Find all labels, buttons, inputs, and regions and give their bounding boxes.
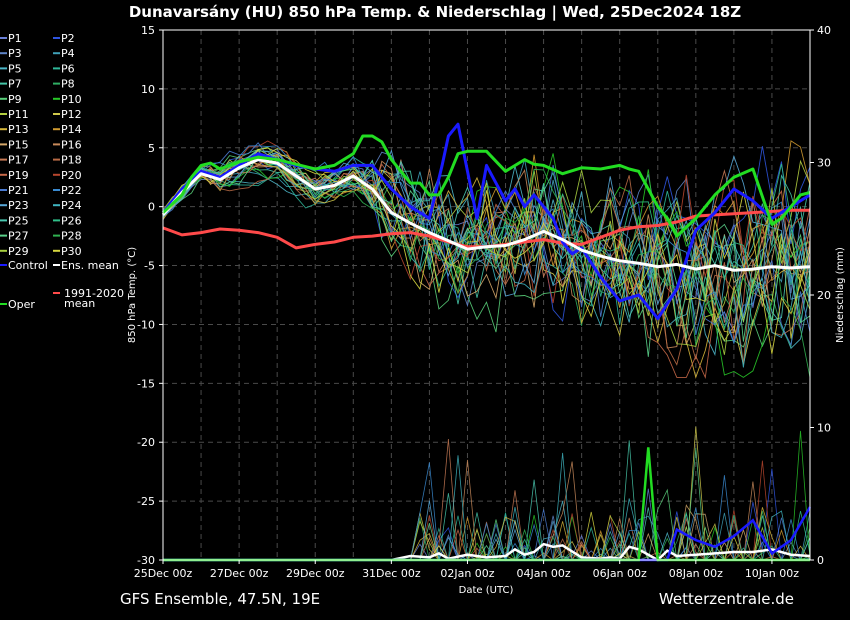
y-tick-label: 5	[148, 142, 155, 155]
y-tick-label: 10	[141, 83, 155, 96]
member-line-p29	[162, 149, 811, 355]
member-precip-p17	[163, 438, 810, 561]
legend-label: P21	[8, 184, 29, 197]
y2-axis-ticks: 40 30 20 10 0	[810, 24, 831, 567]
member-line-p22	[162, 145, 811, 345]
y-tick-label: -10	[137, 318, 155, 331]
y-tick-label: -20	[137, 436, 155, 449]
legend-label: P8	[61, 78, 75, 91]
x-tick-label: 27Dec 00z	[210, 567, 269, 580]
x-axis-ticks: 25Dec 00z 27Dec 00z 29Dec 00z 31Dec 00z 02Ja…	[134, 560, 799, 580]
series-ens-mean	[161, 158, 811, 272]
legend-label: P30	[61, 245, 82, 258]
legend-label: P27	[8, 230, 29, 243]
member-line-p28	[162, 155, 811, 378]
y-tick-label: 0	[148, 201, 155, 214]
legend-label: P26	[61, 214, 82, 227]
member-precip-p7	[163, 440, 810, 561]
precip-ens-mean-line	[163, 542, 811, 562]
legend-label: P17	[8, 154, 29, 167]
main-series	[161, 122, 812, 562]
y-tick-label: -15	[137, 377, 155, 390]
member-line-p11	[162, 148, 811, 324]
y-axis-ticks: 15 10 5 0 -5 -10 -15 -20 -25 -30	[137, 24, 163, 567]
y-tick-label: -25	[137, 495, 155, 508]
legend-label: P1	[8, 32, 22, 45]
member-line-p7	[162, 159, 811, 322]
legend-label: P15	[8, 138, 29, 151]
legend-label: P2	[61, 32, 75, 45]
legend-label: Ens. mean	[61, 259, 119, 272]
y2-tick-label: 20	[817, 289, 831, 302]
x-tick-label: 04Jan 00z	[516, 567, 570, 580]
x-tick-label: 31Dec 00z	[362, 567, 421, 580]
legend-label: P12	[61, 108, 82, 121]
x-tick-label: 29Dec 00z	[286, 567, 345, 580]
legend-label: 1991-2020	[64, 287, 124, 300]
y2-axis-label: Niederschlag (mm)	[835, 247, 846, 343]
precip-oper-line	[163, 447, 810, 562]
legend-label: P20	[61, 169, 82, 182]
plot-frame	[162, 29, 811, 561]
legend-label: P28	[61, 230, 82, 243]
x-tick-label: 06Jan 00z	[593, 567, 647, 580]
member-precip-p27	[163, 448, 811, 562]
x-axis-label: Date (UTC)	[459, 585, 514, 596]
legend-label: P4	[61, 47, 75, 60]
member-line-p4	[162, 159, 811, 298]
member-precip-p24	[163, 452, 810, 562]
member-line-p25	[162, 150, 811, 323]
y-tick-label: -5	[144, 260, 155, 273]
legend-label: Oper	[8, 298, 35, 311]
legend-label: P3	[8, 47, 22, 60]
member-line-p2	[162, 146, 811, 323]
y2-tick-label: 0	[817, 554, 824, 567]
grid	[163, 29, 810, 561]
legend-label: P14	[61, 123, 82, 136]
y2-tick-label: 40	[817, 24, 831, 37]
legend-label: P18	[61, 154, 82, 167]
legend-label: P6	[61, 62, 75, 75]
footer-brand: Wetterzentrale.de	[659, 590, 794, 608]
legend-label: P29	[8, 245, 29, 258]
y-axis-label: 850 hPa Temp. (°C)	[127, 247, 138, 343]
legend-label: Control	[8, 259, 48, 272]
legend-label: P10	[61, 93, 82, 106]
legend-label: P23	[8, 199, 29, 212]
legend-label: P13	[8, 123, 29, 136]
legend-label: P11	[8, 108, 29, 121]
y2-tick-label: 10	[817, 422, 831, 435]
legend-label: P19	[8, 169, 29, 182]
y2-tick-label: 30	[817, 157, 831, 170]
x-tick-label: 02Jan 00z	[440, 567, 494, 580]
x-tick-label: 08Jan 00z	[669, 567, 723, 580]
x-tick-label: 10Jan 00z	[745, 567, 799, 580]
legend-label: P9	[8, 93, 22, 106]
member-line-p26	[162, 155, 811, 327]
member-line-p5	[162, 165, 811, 357]
legend-label: P25	[8, 214, 29, 227]
y-tick-label: 15	[141, 24, 155, 37]
member-line-p30	[162, 147, 811, 354]
x-tick-label: 25Dec 00z	[134, 567, 193, 580]
y-tick-label: -30	[137, 554, 155, 567]
legend-label: P16	[61, 138, 82, 151]
member-precip-p10	[163, 430, 811, 561]
legend-label: P24	[61, 199, 82, 212]
ensemble-members	[162, 140, 811, 380]
member-line-p17	[162, 159, 811, 336]
legend: P1 P2 P3 P4 P5 P6 P7 P8 P9 P10 P11 P12 P13 P14 P15 P16 P…	[0, 32, 124, 311]
legend-label-cont: mean	[64, 297, 95, 310]
footer-source: GFS Ensemble, 47.5N, 19E	[120, 590, 320, 608]
member-precip-p12	[163, 426, 810, 561]
legend-label: P22	[61, 184, 82, 197]
legend-label: P5	[8, 62, 22, 75]
chart-title: Dunavarsány (HU) 850 hPa Temp. & Nieders…	[129, 3, 741, 22]
series-oper	[161, 134, 811, 238]
legend-label: P7	[8, 78, 22, 91]
ensemble-precipitation	[163, 426, 811, 562]
